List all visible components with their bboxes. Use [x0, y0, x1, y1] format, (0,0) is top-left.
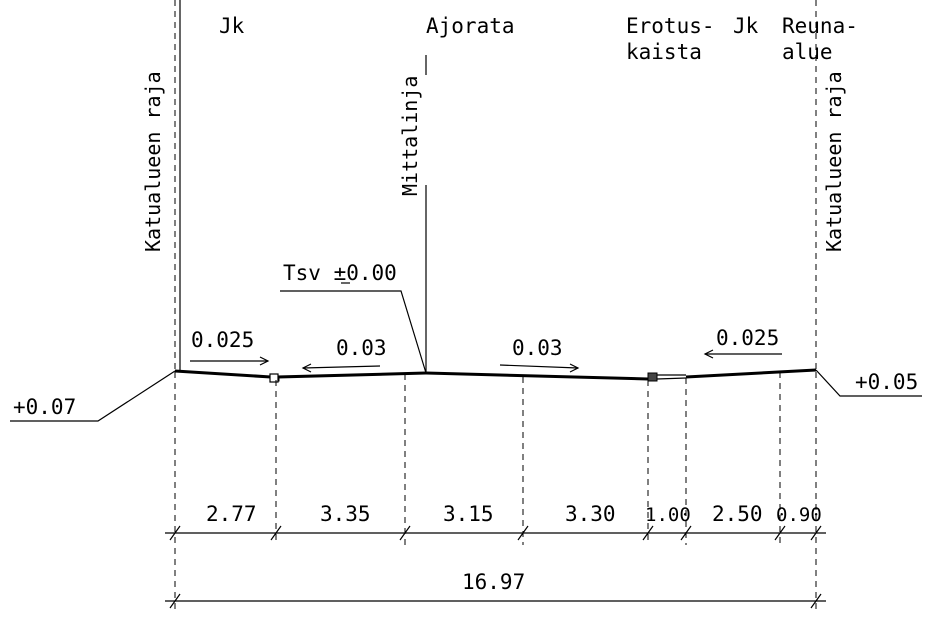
jk-left-label: Jk	[219, 14, 245, 38]
ajorata-label: Ajorata	[426, 14, 515, 38]
tsv-leader-line	[280, 290, 427, 374]
segment-dimension: 3.30	[565, 502, 616, 526]
road-surface-left	[174, 369, 427, 382]
road-surface-right	[425, 371, 649, 381]
reunaalue-label-1: Reuna-	[782, 14, 858, 38]
segment-dimension: 2.50	[712, 502, 763, 526]
slope-lane-right: 0.03	[512, 336, 563, 360]
slope-jk-right: 0.025	[716, 326, 779, 350]
road-surface-far-right	[685, 368, 817, 379]
curb-square	[269, 373, 279, 383]
slope-lane-left: 0.03	[336, 336, 387, 360]
katualue-left-label: Katualueen raja	[141, 71, 165, 252]
median-hatch	[647, 372, 658, 382]
segment-dimension: 0.90	[776, 504, 822, 526]
jk-right-label: Jk	[733, 14, 759, 38]
mittalinja-label: Mittalinja	[398, 76, 422, 196]
left-slope-line	[10, 370, 176, 422]
segment-dimension: 1.00	[645, 504, 691, 526]
segment-dimension: 3.15	[443, 502, 494, 526]
reunaalue-label-2: alue	[782, 40, 833, 64]
elevation-left: +0.07	[13, 395, 76, 419]
tsv-label: Tsv ±0.00	[283, 261, 397, 285]
erotuskaista-label-1: Erotus-	[626, 14, 715, 38]
segment-dimension: 3.35	[320, 502, 371, 526]
median-line-2	[656, 377, 687, 380]
erotuskaista-label-2: kaista	[626, 40, 702, 64]
katualue-right-label: Katualueen raja	[822, 71, 846, 252]
slope-arrows	[190, 349, 782, 373]
slope-jk-left: 0.025	[191, 328, 254, 352]
dimension-ticks	[169, 525, 822, 609]
elevation-right: +0.05	[855, 370, 918, 394]
right-slope-line	[815, 369, 922, 397]
segment-dimension: 2.77	[206, 502, 257, 526]
total-dimension: 16.97	[462, 570, 525, 594]
